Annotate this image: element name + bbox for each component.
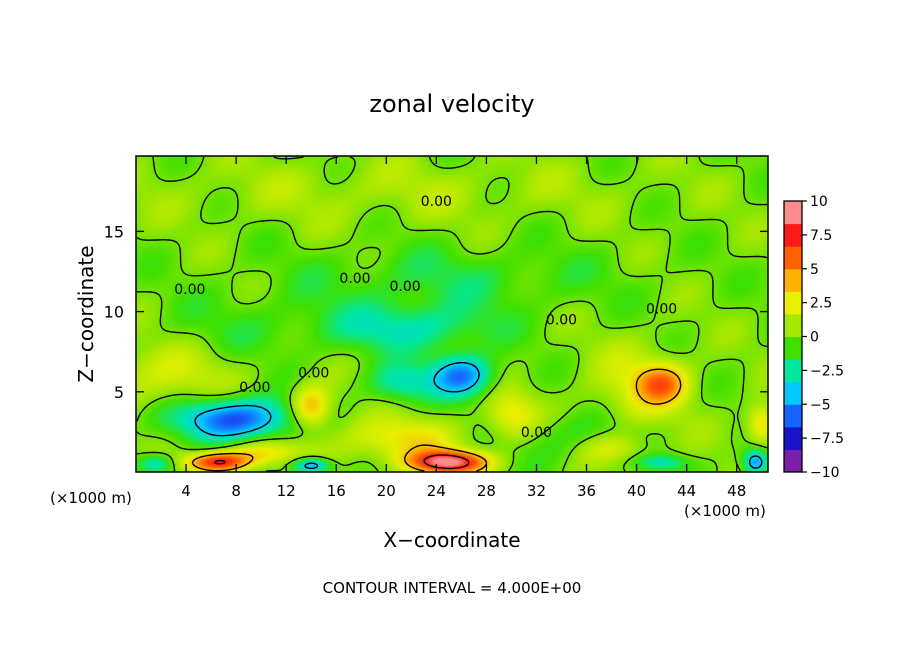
colorbar: 10 7.5 5 2.5 0 −2.5 −5 −7.5 −10: [783, 194, 844, 481]
x-tick-label: 36: [577, 482, 596, 500]
colorbar-tick-label: 5: [810, 262, 819, 278]
x-unit-right: (×1000 m): [684, 502, 766, 520]
contour-labels: 0.00 0.00 0.00 0.00 0.00 0.00 0.00 0.00 0.00: [174, 194, 677, 441]
colorbar-tick-label: 7.5: [810, 228, 832, 244]
colorbar-segments: [784, 201, 802, 473]
contour-label: 0.00: [646, 301, 677, 317]
x-tick-label: 32: [527, 482, 546, 500]
x-tick-label: 12: [277, 482, 296, 500]
contour-label: 0.00: [339, 271, 370, 287]
plot-area: 0.00 0.00 0.00 0.00 0.00 0.00 0.00 0.00 0.00: [135, 155, 769, 473]
contour-level: [191, 368, 682, 472]
x-tick-label: 8: [231, 482, 241, 500]
y-axis: 5 10 15: [104, 222, 768, 402]
colorbar-ticks: 10 7.5 5 2.5 0 −2.5 −5 −7.5 −10: [802, 194, 844, 481]
x-tick-label: 40: [627, 482, 646, 500]
contour-level: [194, 362, 763, 470]
x-axis-label: X−coordinate: [383, 528, 520, 552]
contour-level: [213, 454, 470, 470]
x-tick-label: 24: [427, 482, 446, 500]
colorbar-swatch: [784, 404, 802, 428]
colorbar-tick-label: −10: [810, 465, 840, 481]
colorbar-swatch: [784, 313, 802, 337]
colorbar-tick-label: −5: [810, 397, 831, 413]
colorbar-tick-label: 10: [810, 194, 828, 210]
x-tick-label: 16: [327, 482, 346, 500]
contour-label: 0.00: [421, 194, 452, 210]
y-tick-label: 10: [104, 303, 124, 322]
x-tick-label: 4: [181, 482, 191, 500]
x-tick-label: 48: [727, 482, 746, 500]
colorbar-swatch: [784, 381, 802, 405]
colorbar-swatch: [784, 426, 802, 450]
colorbar-tick-label: 0: [810, 330, 819, 346]
colorbar-swatch: [784, 246, 802, 270]
x-unit-left: (×1000 m): [50, 489, 132, 507]
x-tick-label: 28: [477, 482, 496, 500]
x-axis: 4 8 12 16 20 24 28 32 36 40 44 48: [181, 156, 746, 500]
contour-label: 0.00: [389, 279, 420, 295]
colorbar-swatch: [784, 336, 802, 360]
x-tick-label: 20: [377, 482, 396, 500]
y-tick-label: 5: [114, 383, 124, 402]
contour-label: 0.00: [174, 282, 205, 298]
colorbar-tick-label: −2.5: [810, 363, 844, 379]
contour-label: 0.00: [521, 425, 552, 441]
contour-label: 0.00: [546, 313, 577, 329]
contour-level: [136, 156, 768, 472]
y-tick-label: 15: [104, 222, 124, 241]
y-axis-label: Z−coordinate: [74, 245, 98, 382]
contour-label: 0.00: [239, 380, 270, 396]
colorbar-swatch: [784, 359, 802, 383]
heatmap-field: [136, 156, 768, 472]
colorbar-swatch: [784, 291, 802, 315]
colorbar-swatch: [784, 201, 802, 225]
colorbar-tick-label: −7.5: [810, 431, 844, 447]
contour-interval-note: CONTOUR INTERVAL = 4.000E+00: [323, 579, 582, 597]
chart-title: zonal velocity: [369, 90, 534, 118]
plot-frame: [135, 155, 769, 473]
x-tick-label: 44: [677, 482, 696, 500]
colorbar-tick-label: 2.5: [810, 296, 832, 312]
colorbar-swatch: [784, 268, 802, 292]
contour-lines: [136, 156, 768, 472]
colorbar-swatch: [784, 223, 802, 247]
colorbar-swatch: [784, 449, 802, 473]
contour-label: 0.00: [298, 366, 329, 382]
